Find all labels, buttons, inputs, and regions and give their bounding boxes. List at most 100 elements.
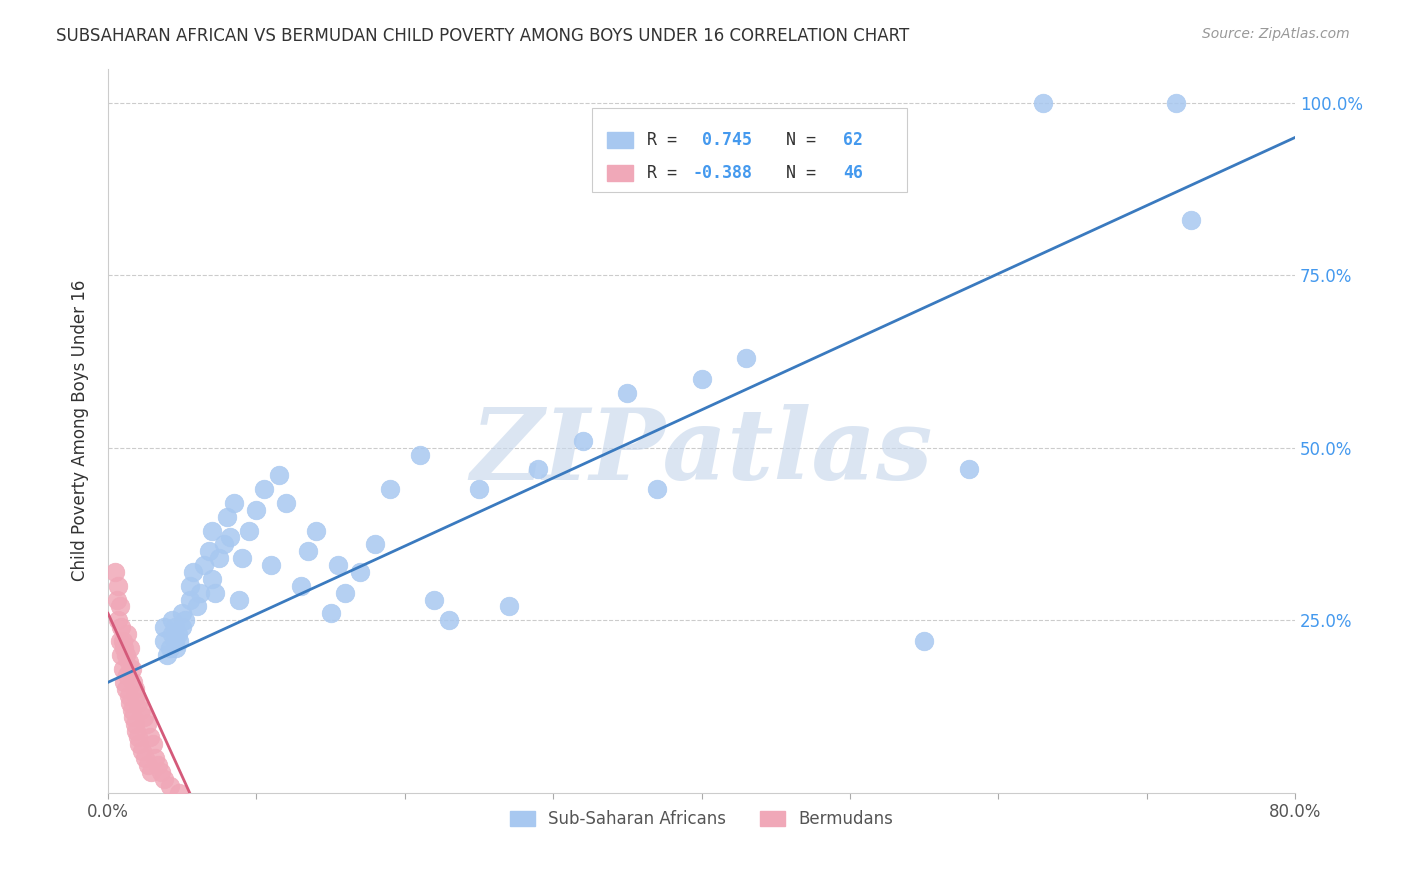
- Point: [165, 640, 187, 655]
- Point: [260, 558, 283, 572]
- Point: [245, 503, 267, 517]
- Point: [179, 592, 201, 607]
- Point: [111, 634, 134, 648]
- Point: [114, 682, 136, 697]
- Text: 62: 62: [842, 131, 863, 149]
- Text: ZIPatlas: ZIPatlas: [471, 404, 932, 500]
- Point: [297, 544, 319, 558]
- FancyBboxPatch shape: [606, 165, 633, 181]
- Legend: Sub-Saharan Africans, Bermudans: Sub-Saharan Africans, Bermudans: [503, 804, 900, 835]
- Point: [110, 648, 132, 662]
- Point: [121, 661, 143, 675]
- Point: [267, 468, 290, 483]
- Point: [179, 579, 201, 593]
- Point: [208, 551, 231, 566]
- Point: [131, 744, 153, 758]
- Text: R =: R =: [647, 131, 688, 149]
- Point: [105, 592, 128, 607]
- Point: [122, 675, 145, 690]
- Point: [957, 461, 980, 475]
- Point: [108, 599, 131, 614]
- Point: [129, 703, 152, 717]
- Point: [134, 751, 156, 765]
- Point: [1032, 95, 1054, 110]
- Point: [156, 648, 179, 662]
- Point: [128, 738, 150, 752]
- Point: [125, 689, 148, 703]
- Point: [186, 599, 208, 614]
- Point: [172, 620, 194, 634]
- Point: [201, 572, 224, 586]
- Point: [224, 496, 246, 510]
- Y-axis label: Child Poverty Among Boys Under 16: Child Poverty Among Boys Under 16: [72, 280, 89, 582]
- Point: [117, 627, 139, 641]
- Point: [335, 585, 357, 599]
- Point: [153, 620, 176, 634]
- Point: [290, 579, 312, 593]
- Point: [141, 738, 163, 752]
- Point: [912, 634, 935, 648]
- Point: [124, 682, 146, 697]
- Point: [160, 627, 183, 641]
- Point: [274, 496, 297, 510]
- Point: [174, 613, 197, 627]
- Point: [148, 758, 170, 772]
- Point: [305, 524, 328, 538]
- Point: [120, 640, 142, 655]
- Point: [132, 710, 155, 724]
- Point: [167, 634, 190, 648]
- Point: [150, 764, 173, 779]
- Text: 46: 46: [842, 164, 863, 182]
- Point: [139, 764, 162, 779]
- Point: [645, 482, 668, 496]
- Point: [408, 448, 430, 462]
- Point: [364, 537, 387, 551]
- Point: [127, 696, 149, 710]
- Point: [616, 385, 638, 400]
- Point: [108, 634, 131, 648]
- Point: [163, 634, 186, 648]
- Point: [153, 634, 176, 648]
- Point: [228, 592, 250, 607]
- Point: [1180, 213, 1202, 227]
- Text: R =: R =: [647, 164, 688, 182]
- Point: [198, 544, 221, 558]
- Point: [212, 537, 235, 551]
- Point: [349, 565, 371, 579]
- Point: [238, 524, 260, 538]
- Point: [118, 689, 141, 703]
- Point: [112, 675, 135, 690]
- Point: [107, 613, 129, 627]
- Point: [253, 482, 276, 496]
- Point: [378, 482, 401, 496]
- Point: [439, 613, 461, 627]
- Point: [231, 551, 253, 566]
- Point: [127, 731, 149, 745]
- Point: [121, 703, 143, 717]
- Point: [1166, 95, 1188, 110]
- Text: N =: N =: [766, 164, 825, 182]
- Point: [159, 640, 181, 655]
- Point: [172, 607, 194, 621]
- Point: [138, 731, 160, 745]
- FancyBboxPatch shape: [592, 108, 907, 192]
- Point: [498, 599, 520, 614]
- Point: [107, 579, 129, 593]
- Point: [468, 482, 491, 496]
- Point: [204, 585, 226, 599]
- Point: [114, 648, 136, 662]
- Point: [319, 607, 342, 621]
- Point: [112, 640, 135, 655]
- Point: [125, 723, 148, 738]
- Point: [188, 585, 211, 599]
- Point: [527, 461, 550, 475]
- Point: [117, 668, 139, 682]
- Text: -0.388: -0.388: [692, 164, 752, 182]
- Point: [166, 627, 188, 641]
- Point: [145, 751, 167, 765]
- Point: [104, 565, 127, 579]
- Point: [215, 509, 238, 524]
- Text: SUBSAHARAN AFRICAN VS BERMUDAN CHILD POVERTY AMONG BOYS UNDER 16 CORRELATION CHA: SUBSAHARAN AFRICAN VS BERMUDAN CHILD POV…: [56, 27, 910, 45]
- Point: [423, 592, 446, 607]
- Text: 0.745: 0.745: [692, 131, 752, 149]
